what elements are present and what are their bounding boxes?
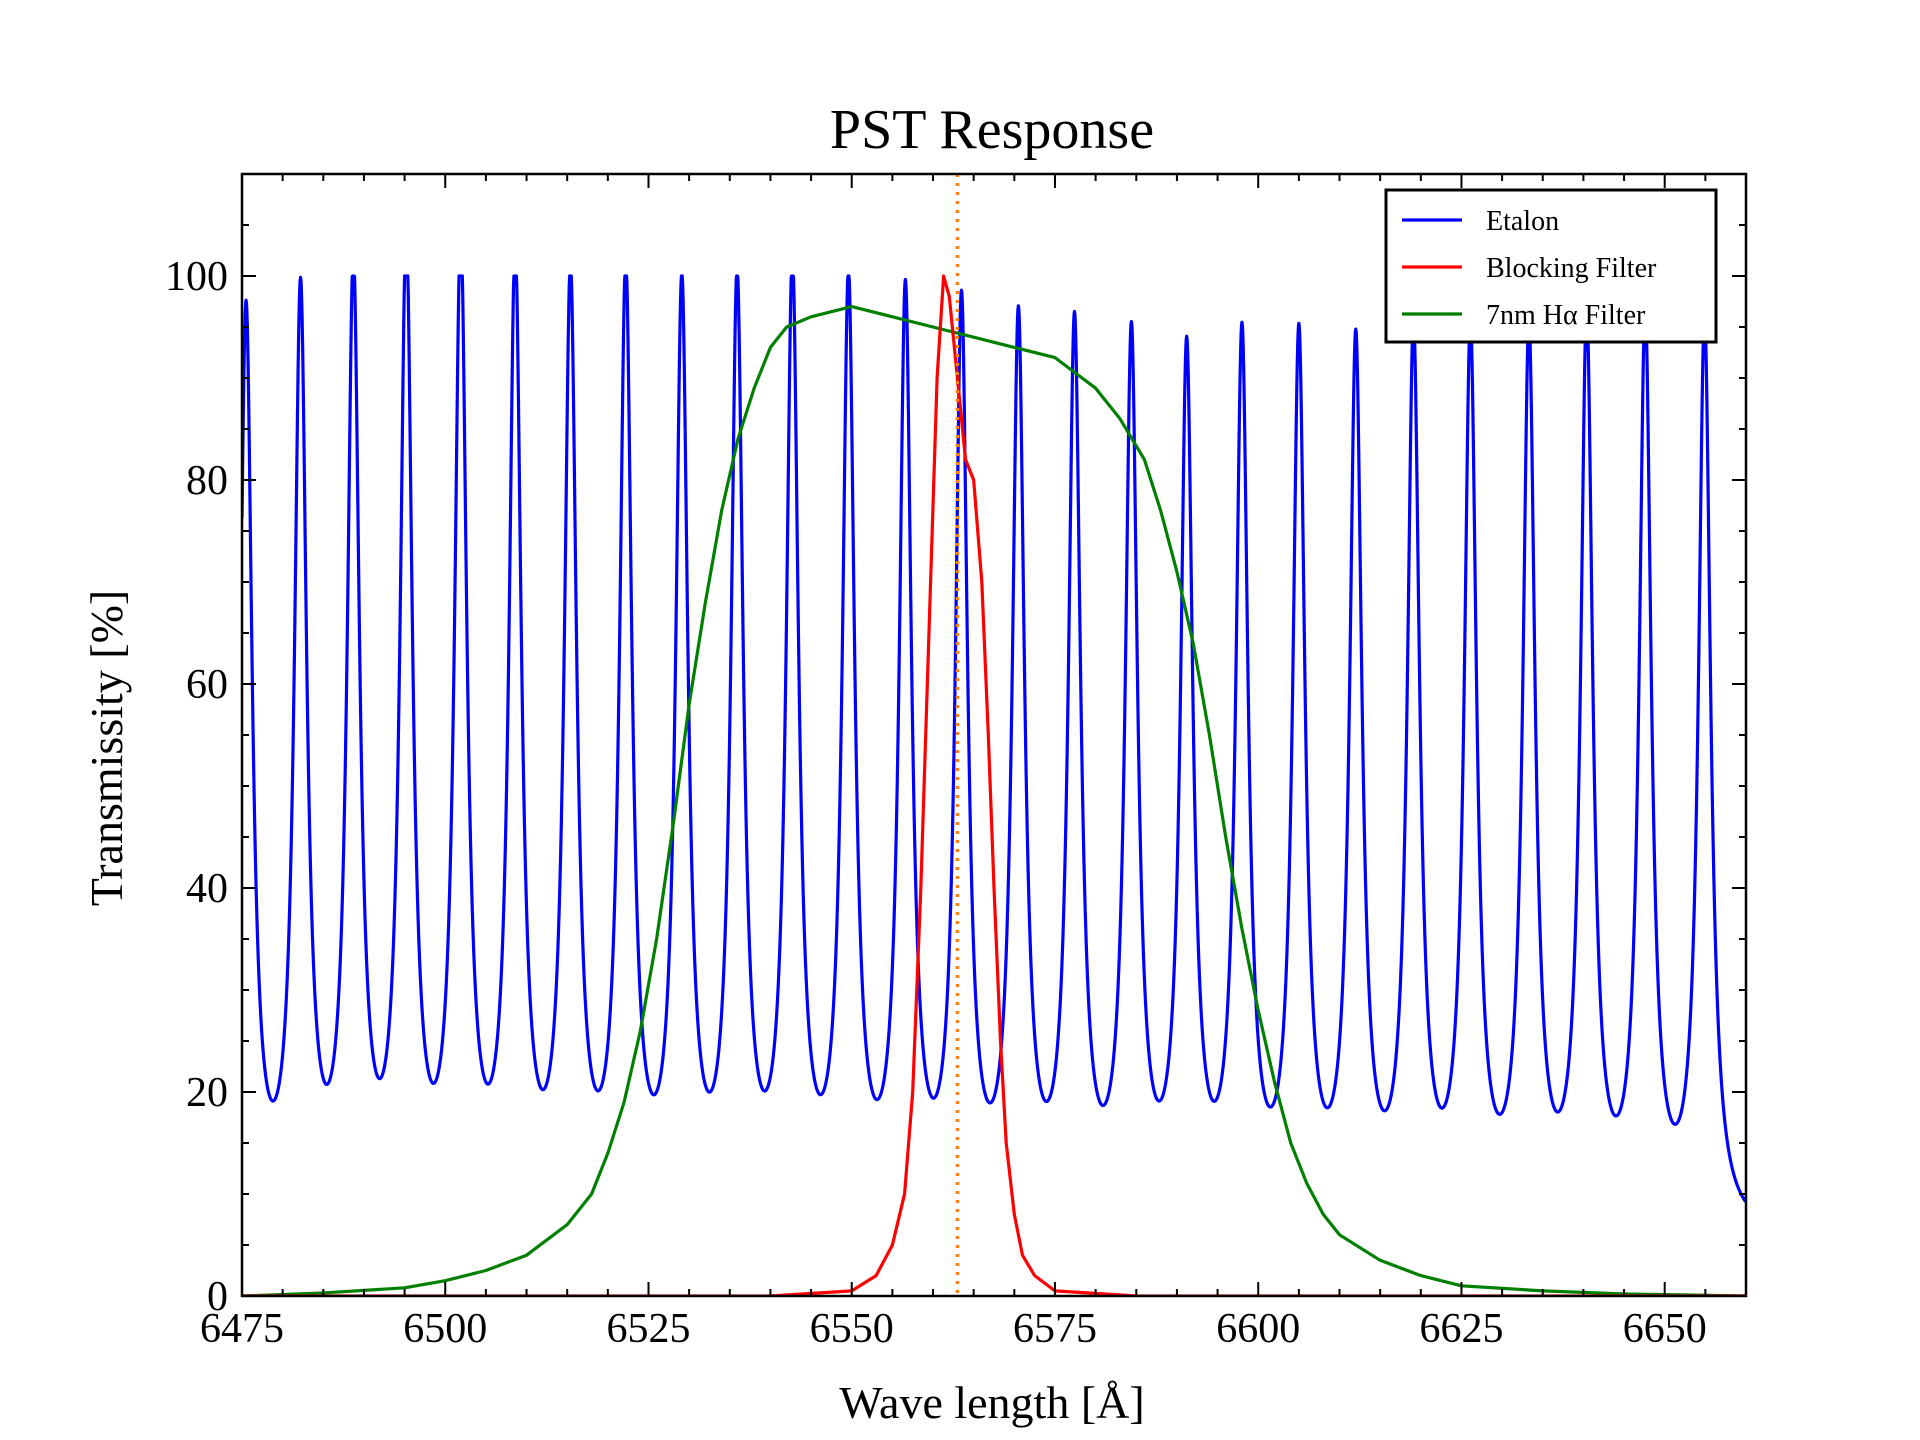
- series-line-0: [242, 274, 1746, 1203]
- legend-entry-1: Blocking Filter: [1486, 253, 1657, 284]
- x-tick-label: 6600: [1216, 1306, 1300, 1352]
- legend-entry-2: 7nm Hα Filter: [1486, 300, 1646, 331]
- series-layer: [242, 274, 1746, 1296]
- x-tick-label: 6550: [810, 1306, 894, 1352]
- legend: Etalon Blocking Filter 7nm Hα Filter: [1384, 188, 1718, 344]
- axis-ticks: 6475 6500 6525 6550 6575 6600 6625 6650 0 20 40 60 8…: [165, 173, 1747, 1352]
- y-axis-label: Transmissity [%]: [81, 590, 132, 907]
- x-axis-label: Wave length [Å]: [839, 1377, 1144, 1428]
- y-tick-label: 80: [186, 458, 228, 504]
- x-tick-label: 6475: [200, 1306, 284, 1352]
- y-tick-label: 0: [207, 1274, 228, 1320]
- y-tick-label: 100: [165, 254, 228, 300]
- plot-area: [240, 172, 1748, 1298]
- x-tick-label: 6575: [1013, 1306, 1097, 1352]
- y-tick-label: 20: [186, 1070, 228, 1116]
- legend-entry-0: Etalon: [1486, 206, 1559, 237]
- x-tick-label: 6525: [606, 1306, 690, 1352]
- x-tick-label: 6500: [403, 1306, 487, 1352]
- chart-title: PST Response: [830, 99, 1154, 161]
- series-line-1: [242, 274, 1746, 1296]
- x-tick-label: 6650: [1623, 1306, 1707, 1352]
- y-tick-label: 40: [186, 866, 228, 912]
- y-tick-label: 60: [186, 662, 228, 708]
- x-tick-label: 6625: [1419, 1306, 1503, 1352]
